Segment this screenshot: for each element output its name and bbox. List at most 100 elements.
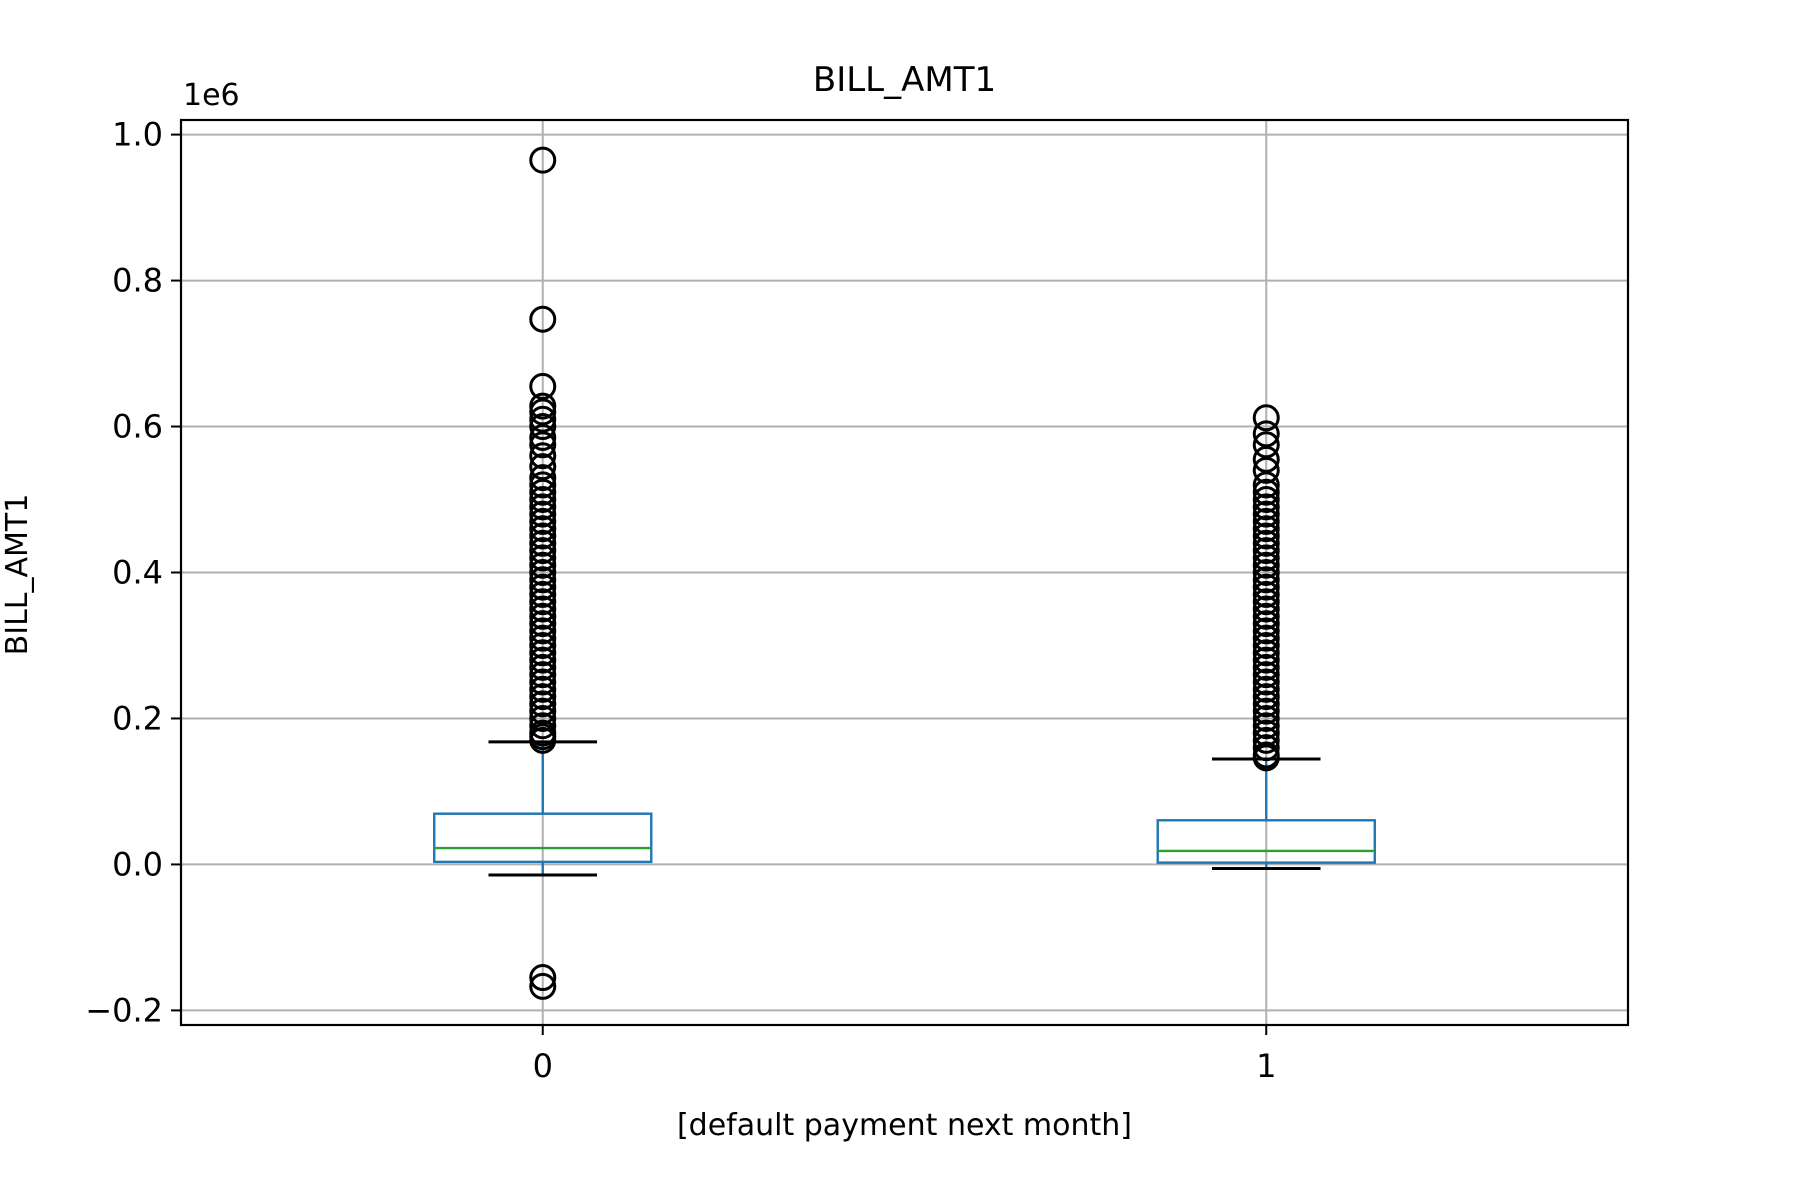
outlier-point — [529, 305, 557, 333]
boxes-group — [433, 146, 1376, 1000]
outlier-point — [529, 704, 557, 732]
outlier-point — [529, 712, 557, 740]
outlier-point — [1252, 595, 1280, 623]
box-iqr — [433, 812, 653, 864]
outlier-point — [1252, 610, 1280, 638]
y-tick-label: −0.2 — [85, 991, 163, 1029]
outlier-point — [1252, 544, 1280, 572]
x-tick-label: 1 — [1256, 1047, 1276, 1085]
outlier-point — [1252, 704, 1280, 732]
outlier-point — [1252, 675, 1280, 703]
outlier-point — [529, 559, 557, 586]
outlier-point — [529, 668, 557, 696]
outlier-point — [1252, 471, 1280, 499]
outlier-point — [1252, 580, 1280, 608]
x-axis-label: [default payment next month] — [677, 1108, 1132, 1143]
x-tick-label: 0 — [533, 1047, 553, 1085]
outlier-point — [529, 486, 557, 514]
outlier-point — [1252, 631, 1280, 659]
y-tick-label: 0.4 — [112, 554, 163, 592]
outlier-point — [529, 442, 557, 470]
y-axis-label: BILL_AMT1 — [0, 494, 35, 656]
outlier-point — [529, 690, 557, 718]
outlier-point — [1252, 719, 1280, 747]
outlier-point — [1252, 500, 1280, 528]
outlier-point — [1252, 420, 1280, 448]
outlier-point — [529, 493, 557, 521]
outlier-point — [529, 675, 557, 703]
outlier-point — [529, 653, 557, 681]
outlier-point — [1252, 486, 1280, 514]
outlier-point — [529, 683, 557, 711]
outlier-point — [1252, 697, 1280, 725]
y-axis-offset-label: 1e6 — [183, 78, 240, 113]
outlier-point — [529, 595, 557, 623]
outlier-point — [529, 580, 557, 608]
outlier-point — [529, 423, 557, 451]
outlier-point — [529, 431, 557, 459]
outlier-point — [529, 392, 557, 420]
outlier-point — [529, 471, 557, 499]
chart-title: BILL_AMT1 — [813, 60, 996, 100]
outlier-point — [1252, 566, 1280, 594]
outlier-point — [1252, 602, 1280, 630]
outlier-point — [1252, 559, 1280, 586]
outlier-point — [1252, 646, 1280, 674]
outlier-point — [1252, 404, 1280, 432]
outlier-point — [1252, 551, 1280, 579]
outlier-point — [529, 661, 557, 689]
outlier-point — [1252, 624, 1280, 652]
outlier-point — [529, 507, 557, 535]
outlier-point — [529, 972, 557, 1000]
outlier-point — [1252, 588, 1280, 616]
outlier-point — [529, 464, 557, 492]
outlier-point — [1252, 493, 1280, 521]
outlier-point — [1252, 515, 1280, 543]
outlier-point — [529, 405, 557, 433]
outlier-point — [529, 624, 557, 652]
outlier-point — [1252, 431, 1280, 459]
outlier-point — [1252, 522, 1280, 550]
outlier-point — [529, 529, 557, 557]
outlier-point — [529, 537, 557, 565]
outlier-point — [1252, 445, 1280, 473]
outlier-point — [1252, 529, 1280, 557]
box-category-0 — [433, 146, 653, 1000]
outlier-point — [1252, 478, 1280, 506]
outlier-point — [529, 610, 557, 638]
outlier-point — [529, 573, 557, 601]
outlier-point — [1252, 661, 1280, 689]
outlier-point — [1252, 537, 1280, 565]
outlier-point — [1252, 734, 1280, 762]
y-tick-label: 1.0 — [112, 116, 163, 154]
outlier-point — [529, 372, 557, 400]
outlier-point — [529, 515, 557, 543]
outlier-point — [1252, 690, 1280, 718]
y-tick-label: 0.2 — [112, 699, 163, 737]
outlier-point — [1252, 683, 1280, 711]
y-tick-label: 0.8 — [112, 262, 163, 300]
outlier-point — [529, 639, 557, 667]
outlier-point — [529, 551, 557, 579]
outlier-point — [1252, 639, 1280, 667]
outlier-point — [1252, 668, 1280, 696]
outlier-point — [529, 646, 557, 674]
outlier-point — [529, 478, 557, 506]
outlier-point — [1252, 617, 1280, 645]
box-iqr — [1156, 819, 1376, 864]
axis-ticks: −0.2 0.0 0.2 0.4 0.6 0.8 1.0 0 1 — [85, 116, 1276, 1085]
outlier-point — [1252, 507, 1280, 535]
y-tick-label: 0.0 — [112, 845, 163, 883]
outlier-point — [529, 631, 557, 659]
outlier-point — [1252, 456, 1280, 484]
grid-lines — [181, 120, 1628, 1025]
box-category-1 — [1156, 404, 1376, 870]
outlier-point — [529, 566, 557, 594]
outlier-point — [529, 697, 557, 725]
outlier-point — [529, 602, 557, 630]
outlier-point — [1252, 653, 1280, 681]
outlier-point — [529, 544, 557, 572]
outlier-point — [529, 413, 557, 441]
outlier-point — [1252, 726, 1280, 754]
